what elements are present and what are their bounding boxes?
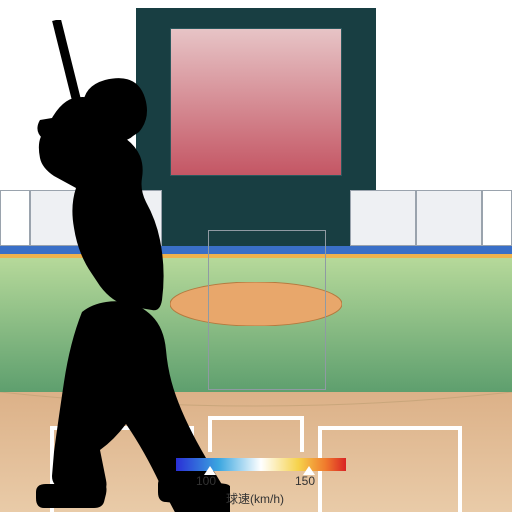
- colorbar-label: 球速(km/h): [226, 490, 284, 507]
- colorbar: [176, 458, 346, 471]
- colorbar-tick-0: 100: [196, 474, 216, 488]
- wall-seg-5: [416, 190, 482, 246]
- colorbar-tick-1: 150: [295, 474, 315, 488]
- wall-seg-6: [482, 190, 512, 246]
- wall-seg-4: [350, 190, 416, 246]
- batter-silhouette: [0, 20, 230, 512]
- pitch-location-chart: 100 150 球速(km/h): [0, 0, 512, 512]
